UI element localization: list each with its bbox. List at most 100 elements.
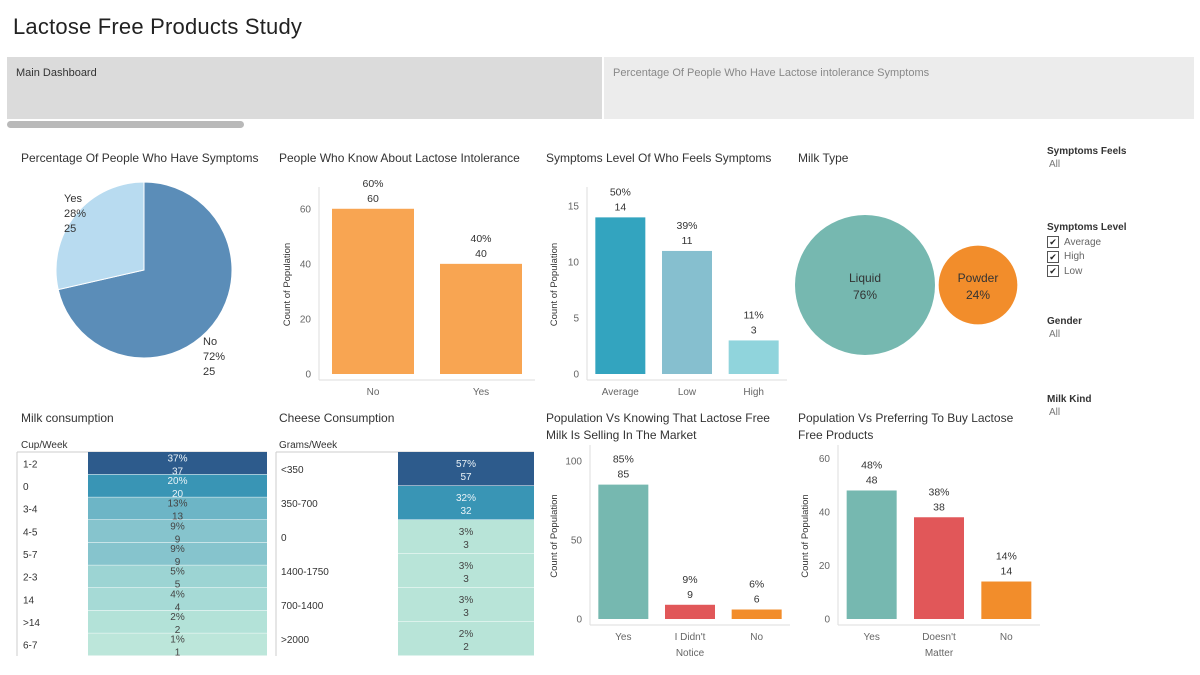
bar-value-label: 14 (614, 201, 626, 213)
cell-pct: 37% (167, 453, 187, 464)
chart-title-level: Symptoms Level Of Who Feels Symptoms (546, 151, 772, 165)
y-tick-label: 0 (573, 370, 579, 381)
pie-slice-no[interactable] (57, 181, 233, 359)
bar-yes[interactable] (440, 263, 522, 374)
checkmark-icon[interactable]: ✔ (1047, 265, 1059, 278)
heat-cell[interactable] (398, 554, 534, 588)
bar-yes[interactable] (846, 490, 897, 619)
bubble-pct: 24% (966, 288, 990, 302)
x-tick-label: I Didn't (675, 632, 706, 643)
x-tick-label: Yes (864, 632, 880, 643)
row-label: >2000 (281, 635, 310, 646)
heat-cell[interactable] (398, 486, 534, 520)
y-tick-label: 20 (300, 314, 312, 325)
y-tick-label: 60 (300, 204, 312, 215)
cell-count: 20 (172, 489, 184, 500)
horizontal-scrollbar[interactable] (7, 121, 244, 128)
y-tick-label: 20 (819, 561, 831, 572)
bar-low[interactable] (662, 250, 712, 374)
filter-value[interactable]: All (1049, 407, 1061, 418)
heat-cell[interactable] (88, 633, 267, 656)
bar-value-label: 60 (367, 193, 379, 205)
y-tick-label: 0 (824, 615, 830, 626)
checkbox-high[interactable]: ✔ High (1047, 250, 1126, 265)
filter-value[interactable]: All (1049, 159, 1061, 170)
bubble-powder[interactable] (938, 245, 1018, 325)
pie-label: No (203, 336, 217, 348)
heat-cell[interactable] (88, 588, 267, 611)
heat-cell[interactable] (88, 542, 267, 566)
bar-yes[interactable] (598, 484, 649, 619)
x-tick-label: Doesn't (922, 632, 956, 643)
checkmark-icon[interactable]: ✔ (1047, 250, 1059, 263)
bar-pct-label: 60% (362, 178, 383, 190)
y-tick-label: 40 (300, 259, 312, 270)
bubble-label: Liquid (849, 271, 881, 285)
cell-pct: 9% (170, 521, 185, 532)
bubble-liquid[interactable] (795, 215, 935, 355)
x-tick-label: Yes (473, 387, 489, 398)
heat-cell[interactable] (88, 452, 267, 475)
pie-label: 25 (203, 366, 215, 378)
y-tick-label: 15 (568, 202, 580, 213)
pie-label: Yes (64, 193, 82, 205)
y-tick-label: 0 (305, 370, 311, 381)
filter-value[interactable]: All (1049, 329, 1061, 340)
pie-label: 25 (64, 223, 76, 235)
filter-label: Symptoms Level (1047, 222, 1127, 233)
heat-cell[interactable] (88, 497, 267, 520)
heat-cell[interactable] (88, 610, 267, 634)
filter-gender[interactable]: Gender All (1047, 316, 1082, 340)
bar-high[interactable] (728, 340, 779, 374)
cell-count: 4 (175, 602, 181, 613)
checkbox-average[interactable]: ✔ Average (1047, 235, 1126, 250)
bar-no[interactable] (981, 581, 1032, 619)
cell-count: 9 (175, 557, 181, 568)
bar-value-label: 85 (617, 469, 629, 481)
chart-title-cheese-consumption: Cheese Consumption (279, 411, 395, 425)
checkbox-label: Average (1064, 236, 1102, 248)
checkmark-icon[interactable]: ✔ (1047, 236, 1059, 249)
tab-symptoms-percentage[interactable]: Percentage Of People Who Have Lactose in… (604, 57, 1194, 119)
cell-count: 5 (175, 580, 181, 591)
pie-label: 28% (64, 208, 86, 220)
heat-cell[interactable] (88, 474, 267, 498)
bar-average[interactable] (595, 217, 646, 374)
cell-count: 13 (172, 512, 184, 523)
x-tick-label: Matter (925, 648, 954, 659)
bar-no[interactable] (332, 208, 414, 374)
row-label: 1-2 (23, 459, 38, 470)
y-tick-label: 40 (819, 507, 831, 518)
bar-pct-label: 85% (613, 454, 634, 466)
x-tick-label: Average (602, 387, 640, 398)
filter-milk-kind[interactable]: Milk Kind All (1047, 394, 1091, 418)
bar-pct-label: 48% (861, 459, 882, 471)
tab-main-dashboard[interactable]: Main Dashboard (7, 57, 602, 119)
pie-slice-yes[interactable] (55, 181, 145, 291)
cell-pct: 2% (170, 612, 185, 623)
dashboard-title: Lactose Free Products Study (13, 14, 303, 39)
heat-cell[interactable] (88, 520, 267, 543)
bar-value-label: 38 (933, 501, 945, 513)
heat-cell[interactable] (398, 588, 534, 622)
cell-count: 9 (175, 534, 181, 545)
filter-symptoms-feels[interactable]: Symptoms Feels All (1047, 146, 1126, 170)
cell-count: 3 (463, 608, 469, 619)
cell-pct: 3% (459, 561, 474, 572)
bar-value-label: 40 (475, 248, 487, 260)
heat-cell[interactable] (88, 565, 267, 588)
heat-cell[interactable] (398, 452, 534, 486)
bar-doesn-t-matter[interactable] (914, 517, 964, 619)
heat-cell[interactable] (398, 622, 534, 656)
row-label: 6-7 (23, 641, 38, 652)
row-label: 5-7 (23, 550, 38, 561)
bar-no[interactable] (731, 609, 782, 619)
row-label: 350-700 (281, 499, 318, 510)
cell-pct: 5% (170, 567, 185, 578)
filter-label: Milk Kind (1047, 394, 1092, 405)
heat-cell[interactable] (398, 520, 534, 554)
bar-pct-label: 40% (470, 233, 491, 245)
checkbox-low[interactable]: ✔ Low (1047, 264, 1126, 279)
bar-value-label: 48 (866, 474, 878, 486)
bar-i-didn-t-notice[interactable] (665, 604, 715, 619)
